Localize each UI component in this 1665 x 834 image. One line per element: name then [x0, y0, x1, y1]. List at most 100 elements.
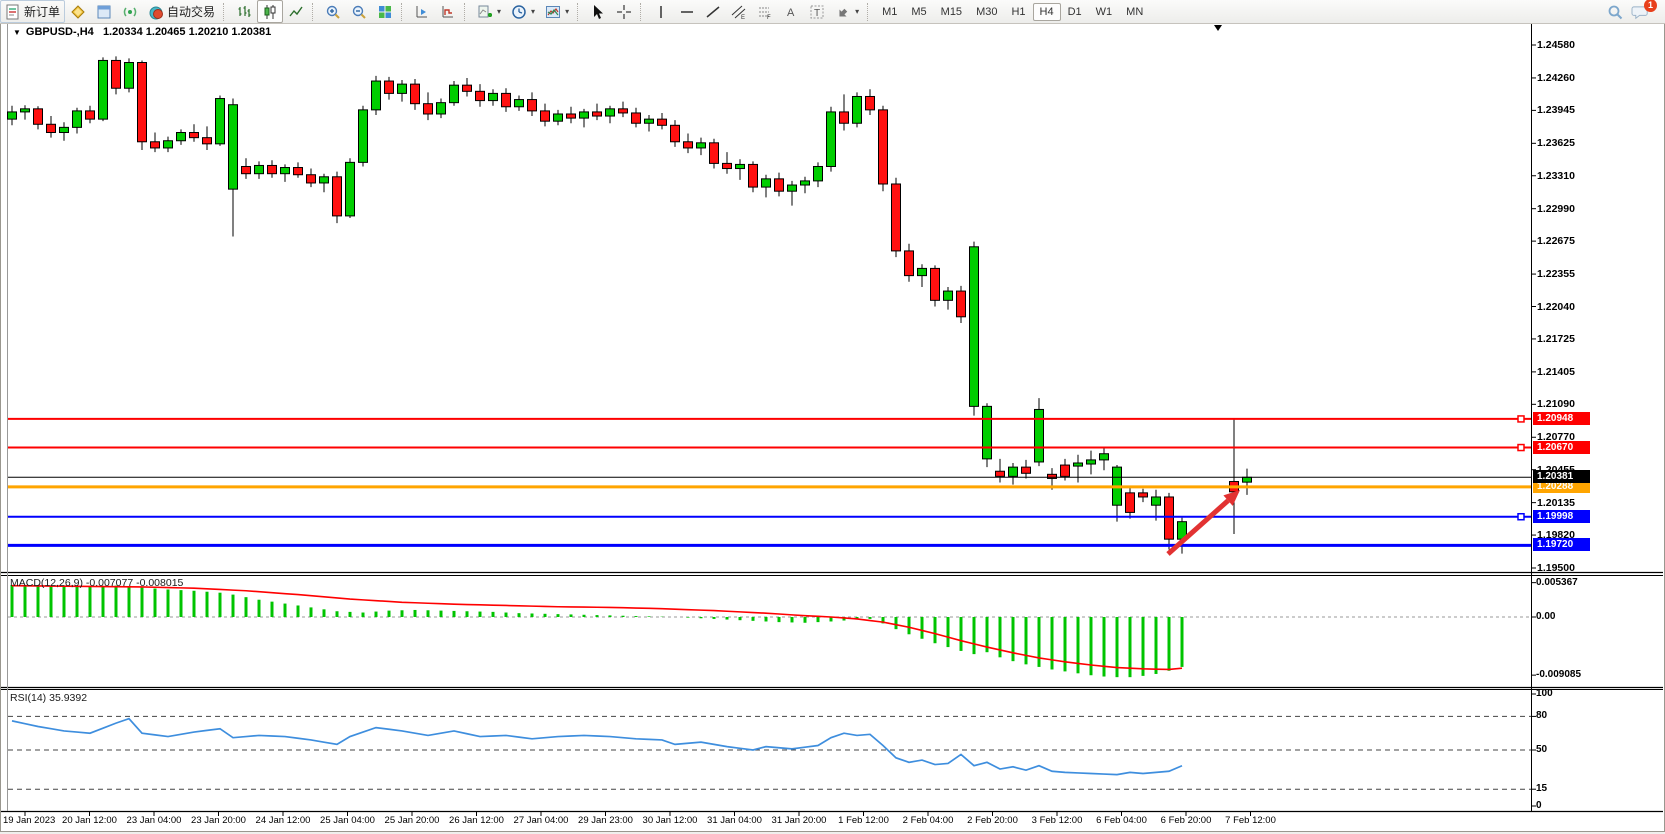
- candle-bearish: [111, 59, 121, 89]
- rsi-line: [11, 717, 1183, 776]
- text-tool-button[interactable]: A: [778, 0, 804, 23]
- crosshair-tool-button[interactable]: [611, 0, 637, 23]
- candle-bullish: [98, 59, 108, 120]
- zoom-in-button[interactable]: [320, 0, 346, 23]
- candle-bullish: [553, 113, 563, 122]
- vertical-line-icon: [653, 4, 669, 20]
- signals-button[interactable]: [117, 0, 143, 23]
- gold-diamond-icon: [70, 4, 86, 20]
- svg-text:T: T: [814, 8, 820, 19]
- candle-bullish: [696, 142, 706, 149]
- line-handle[interactable]: [1517, 512, 1525, 521]
- label-tool-button[interactable]: T: [804, 0, 830, 23]
- line-handle[interactable]: [1517, 415, 1525, 423]
- toolbar-separator: [223, 2, 228, 21]
- channel-tool-button[interactable]: E: [726, 0, 752, 23]
- step-chart-button[interactable]: [435, 0, 461, 23]
- arrows-tool-button[interactable]: ▾: [830, 0, 864, 23]
- candle-bullish: [787, 184, 797, 192]
- candle-bearish: [306, 174, 316, 184]
- shift-end-marker-icon[interactable]: [1214, 25, 1222, 31]
- candle-bullish: [1073, 462, 1083, 467]
- timeframe-button-H4[interactable]: H4: [1032, 2, 1061, 21]
- line-chart-button[interactable]: [283, 0, 309, 23]
- tile-windows-button[interactable]: [372, 0, 398, 23]
- notifications-icon[interactable]: 1: [1631, 0, 1657, 20]
- crosshair-icon: [616, 4, 632, 20]
- candle-bearish: [85, 110, 95, 120]
- candle-bearish: [189, 132, 199, 139]
- symbol-dropdown-icon[interactable]: ▼: [13, 28, 21, 37]
- bar-chart-button[interactable]: [231, 0, 257, 23]
- candle-bearish: [631, 112, 641, 124]
- candle-bullish: [800, 180, 810, 186]
- candle-bullish: [397, 83, 407, 94]
- toolbar-separator: [312, 2, 317, 21]
- candle-bullish: [124, 62, 134, 89]
- candle-bearish: [683, 141, 693, 149]
- candle-bearish: [1125, 492, 1135, 513]
- text-icon: A: [783, 4, 799, 20]
- candle-bullish: [228, 104, 238, 190]
- candle-bullish: [813, 165, 823, 182]
- templates-button[interactable]: ▾: [540, 0, 574, 23]
- search-icon[interactable]: [1607, 4, 1623, 20]
- chart-window-button[interactable]: [91, 0, 117, 23]
- chart-open-value: 1.20334: [102, 26, 143, 38]
- timeframe-button-H1[interactable]: H1: [1011, 5, 1026, 18]
- candle-bullish: [176, 132, 186, 142]
- zoom-out-button[interactable]: [346, 0, 372, 23]
- equidistant-channel-icon: E: [731, 4, 747, 21]
- timeframe-button-MN[interactable]: MN: [1126, 5, 1144, 18]
- toolbar-right-group: 1: [1607, 0, 1665, 20]
- periods-button[interactable]: ▾: [506, 0, 540, 23]
- candle-bearish: [475, 90, 485, 102]
- fibonacci-tool-button[interactable]: F: [752, 0, 778, 23]
- trendline-tool-button[interactable]: [700, 0, 726, 23]
- cursor-tool-button[interactable]: [585, 0, 611, 23]
- candle-bearish: [540, 110, 550, 122]
- candle-bullish: [1086, 459, 1096, 465]
- chart-high-value: 1.20465: [145, 26, 186, 38]
- market-watch-button[interactable]: [65, 0, 91, 23]
- timeframe-toolbar: M1 M5 M15 M30 H1 H4 D1 W1 MN: [875, 2, 1150, 21]
- annotation-arrow-head[interactable]: [1223, 490, 1240, 506]
- candle-bullish: [254, 164, 264, 175]
- candle-bearish: [1138, 492, 1148, 498]
- horizontal-line-tool-button[interactable]: [674, 0, 700, 23]
- indicators-button[interactable]: ▾: [472, 0, 506, 23]
- annotation-arrow-shaft[interactable]: [1166, 498, 1230, 556]
- chart-close-value: 1.20381: [231, 26, 272, 38]
- text-label-icon: T: [809, 4, 825, 20]
- dropdown-caret-icon: ▾: [497, 7, 502, 16]
- timeframe-button-M5[interactable]: M5: [911, 5, 927, 18]
- horizontal-line-icon: [679, 4, 695, 20]
- candle-bullish: [449, 84, 459, 104]
- toolbar-separator: [464, 2, 469, 21]
- candle-bearish: [657, 118, 667, 126]
- timeframe-button-M30[interactable]: M30: [976, 5, 998, 18]
- svg-text:E: E: [741, 15, 745, 20]
- autotrading-button[interactable]: 自动交易: [143, 0, 220, 23]
- line-handle[interactable]: [1517, 443, 1525, 452]
- profile-charts-button[interactable]: [409, 0, 435, 23]
- candle-bearish: [150, 141, 160, 149]
- candle-bullish: [969, 246, 979, 407]
- add-indicator-icon: [477, 4, 493, 20]
- candle-bullish: [605, 108, 615, 117]
- timeframe-button-M1[interactable]: M1: [882, 5, 898, 18]
- candle-bearish: [891, 183, 901, 252]
- candle-bearish: [202, 137, 212, 145]
- timeframe-button-M15[interactable]: M15: [940, 5, 963, 18]
- candle-bullish: [1008, 466, 1018, 477]
- template-icon: [545, 4, 561, 20]
- new-order-button[interactable]: 新订单: [0, 0, 66, 23]
- vertical-line-tool-button[interactable]: [648, 0, 674, 23]
- candle-bullish: [735, 163, 745, 170]
- candlestick-chart-button[interactable]: [257, 0, 284, 23]
- autotrading-label: 自动交易: [167, 5, 216, 19]
- candle-bullish: [982, 405, 992, 460]
- timeframe-button-D1[interactable]: D1: [1067, 5, 1082, 18]
- timeframe-button-W1[interactable]: W1: [1095, 5, 1113, 18]
